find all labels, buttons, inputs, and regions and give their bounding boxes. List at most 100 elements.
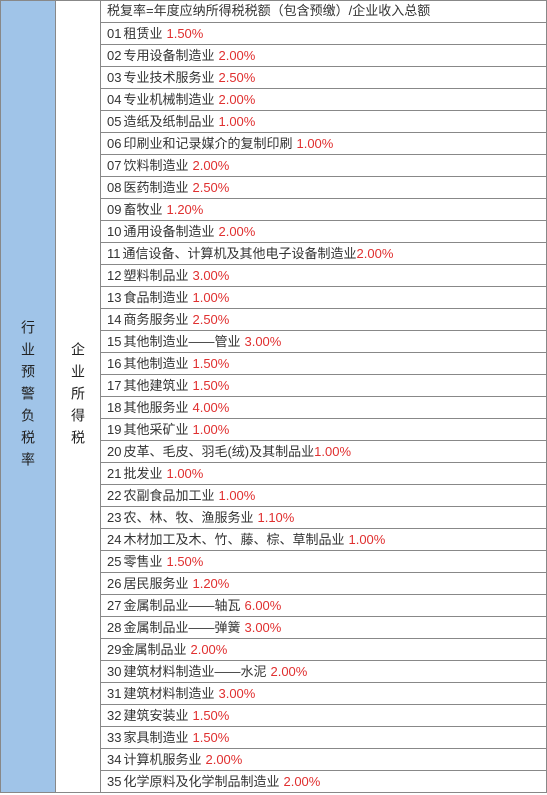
table-row: 28金属制品业——弹簧3.00% — [100, 617, 546, 639]
table-row: 21批发业1.00% — [100, 463, 546, 485]
row-rate: 2.00% — [218, 223, 255, 241]
row-index: 27 — [107, 597, 121, 615]
row-name: 食品制造业 — [123, 289, 188, 307]
row-index: 23 — [107, 509, 121, 527]
row-index: 33 — [107, 729, 121, 747]
row-name: 居民服务业 — [123, 575, 188, 593]
table-row: 16其他制造业1.50% — [100, 353, 546, 375]
row-rate: 2.00% — [190, 641, 227, 659]
row-rate: 4.00% — [192, 399, 229, 417]
table-row: 08医药制造业2.50% — [100, 177, 546, 199]
row-rate: 1.20% — [166, 201, 203, 219]
row-index: 03 — [107, 69, 121, 87]
rows-container: 01租赁业1.50%02专用设备制造业2.00%03专业技术服务业2.50%04… — [100, 23, 546, 793]
mid-header-cell: 企业所得税 — [55, 0, 100, 793]
row-index: 12 — [107, 267, 121, 285]
row-name: 其他建筑业 — [123, 377, 188, 395]
row-name: 金属制品业 — [121, 641, 186, 659]
row-index: 04 — [107, 91, 121, 109]
row-rate: 1.00% — [166, 465, 203, 483]
row-rate: 2.00% — [283, 773, 320, 791]
row-rate: 3.00% — [244, 619, 281, 637]
row-index: 14 — [107, 311, 121, 329]
row-index: 19 — [107, 421, 121, 439]
row-index: 10 — [107, 223, 121, 241]
table-row: 10通用设备制造业2.00% — [100, 221, 546, 243]
row-index: 31 — [107, 685, 121, 703]
row-name: 造纸及纸制品业 — [123, 113, 214, 131]
table-row: 07饮料制造业2.00% — [100, 155, 546, 177]
row-name: 专业技术服务业 — [123, 69, 214, 87]
row-name: 租赁业 — [123, 25, 162, 43]
row-index: 17 — [107, 377, 121, 395]
left-header-label: 行业预警负税率 — [18, 320, 38, 474]
table-row: 24木材加工及木、竹、藤、棕、草制品业1.00% — [100, 529, 546, 551]
tax-rate-table: 行业预警负税率 企业所得税 税复率=年度应纳所得税税额（包含预缴）/企业收入总额… — [0, 0, 547, 793]
row-name: 农副食品加工业 — [123, 487, 214, 505]
row-name: 建筑安装业 — [123, 707, 188, 725]
mid-header-label: 企业所得税 — [68, 342, 88, 452]
table-row: 01租赁业1.50% — [100, 23, 546, 45]
row-name: 皮革、毛皮、羽毛(绒)及其制品业 — [123, 443, 314, 461]
data-column: 税复率=年度应纳所得税税额（包含预缴）/企业收入总额 01租赁业1.50%02专… — [100, 0, 547, 793]
row-rate: 1.50% — [166, 553, 203, 571]
row-index: 02 — [107, 47, 121, 65]
row-index: 22 — [107, 487, 121, 505]
row-rate: 2.00% — [205, 751, 242, 769]
row-name: 印刷业和记录媒介的复制印刷 — [123, 135, 292, 153]
row-name: 塑料制品业 — [123, 267, 188, 285]
row-index: 21 — [107, 465, 121, 483]
table-row: 04专业机械制造业2.00% — [100, 89, 546, 111]
table-row: 27金属制品业——轴瓦6.00% — [100, 595, 546, 617]
row-index: 15 — [107, 333, 121, 351]
row-index: 11 — [107, 245, 121, 263]
row-index: 20 — [107, 443, 121, 461]
row-name: 畜牧业 — [123, 201, 162, 219]
table-row: 17其他建筑业1.50% — [100, 375, 546, 397]
row-rate: 6.00% — [244, 597, 281, 615]
table-row: 20皮革、毛皮、羽毛(绒)及其制品业1.00% — [100, 441, 546, 463]
row-name: 通用设备制造业 — [123, 223, 214, 241]
table-row: 02专用设备制造业2.00% — [100, 45, 546, 67]
table-row: 11通信设备、计算机及其他电子设备制造业2.00% — [100, 243, 546, 265]
row-index: 29 — [107, 641, 121, 659]
row-name: 专用设备制造业 — [123, 47, 214, 65]
row-rate: 1.00% — [348, 531, 385, 549]
table-row: 06印刷业和记录媒介的复制印刷1.00% — [100, 133, 546, 155]
row-rate: 1.50% — [192, 355, 229, 373]
row-rate: 2.00% — [357, 245, 394, 263]
row-index: 25 — [107, 553, 121, 571]
row-index: 05 — [107, 113, 121, 131]
formula-text: 税复率=年度应纳所得税税额（包含预缴）/企业收入总额 — [107, 2, 430, 20]
table-row: 29金属制品业2.00% — [100, 639, 546, 661]
row-index: 24 — [107, 531, 121, 549]
row-name: 零售业 — [123, 553, 162, 571]
row-index: 07 — [107, 157, 121, 175]
row-index: 32 — [107, 707, 121, 725]
row-rate: 2.00% — [218, 47, 255, 65]
table-row: 25零售业1.50% — [100, 551, 546, 573]
row-name: 饮料制造业 — [123, 157, 188, 175]
row-name: 金属制品业——轴瓦 — [123, 597, 240, 615]
row-rate: 3.00% — [218, 685, 255, 703]
table-row: 33家具制造业1.50% — [100, 727, 546, 749]
row-rate: 2.50% — [192, 311, 229, 329]
row-rate: 2.00% — [270, 663, 307, 681]
table-row: 34计算机服务业2.00% — [100, 749, 546, 771]
row-rate: 2.00% — [218, 91, 255, 109]
row-index: 34 — [107, 751, 121, 769]
row-name: 医药制造业 — [123, 179, 188, 197]
row-name: 木材加工及木、竹、藤、棕、草制品业 — [123, 531, 344, 549]
row-index: 26 — [107, 575, 121, 593]
row-rate: 1.50% — [192, 377, 229, 395]
row-name: 其他制造业 — [123, 355, 188, 373]
row-index: 13 — [107, 289, 121, 307]
table-row: 15其他制造业——管业3.00% — [100, 331, 546, 353]
table-row: 05造纸及纸制品业1.00% — [100, 111, 546, 133]
row-rate: 2.00% — [192, 157, 229, 175]
left-header-cell: 行业预警负税率 — [0, 0, 55, 793]
table-row: 31建筑材料制造业3.00% — [100, 683, 546, 705]
row-name: 其他服务业 — [123, 399, 188, 417]
row-index: 08 — [107, 179, 121, 197]
table-row: 18其他服务业4.00% — [100, 397, 546, 419]
